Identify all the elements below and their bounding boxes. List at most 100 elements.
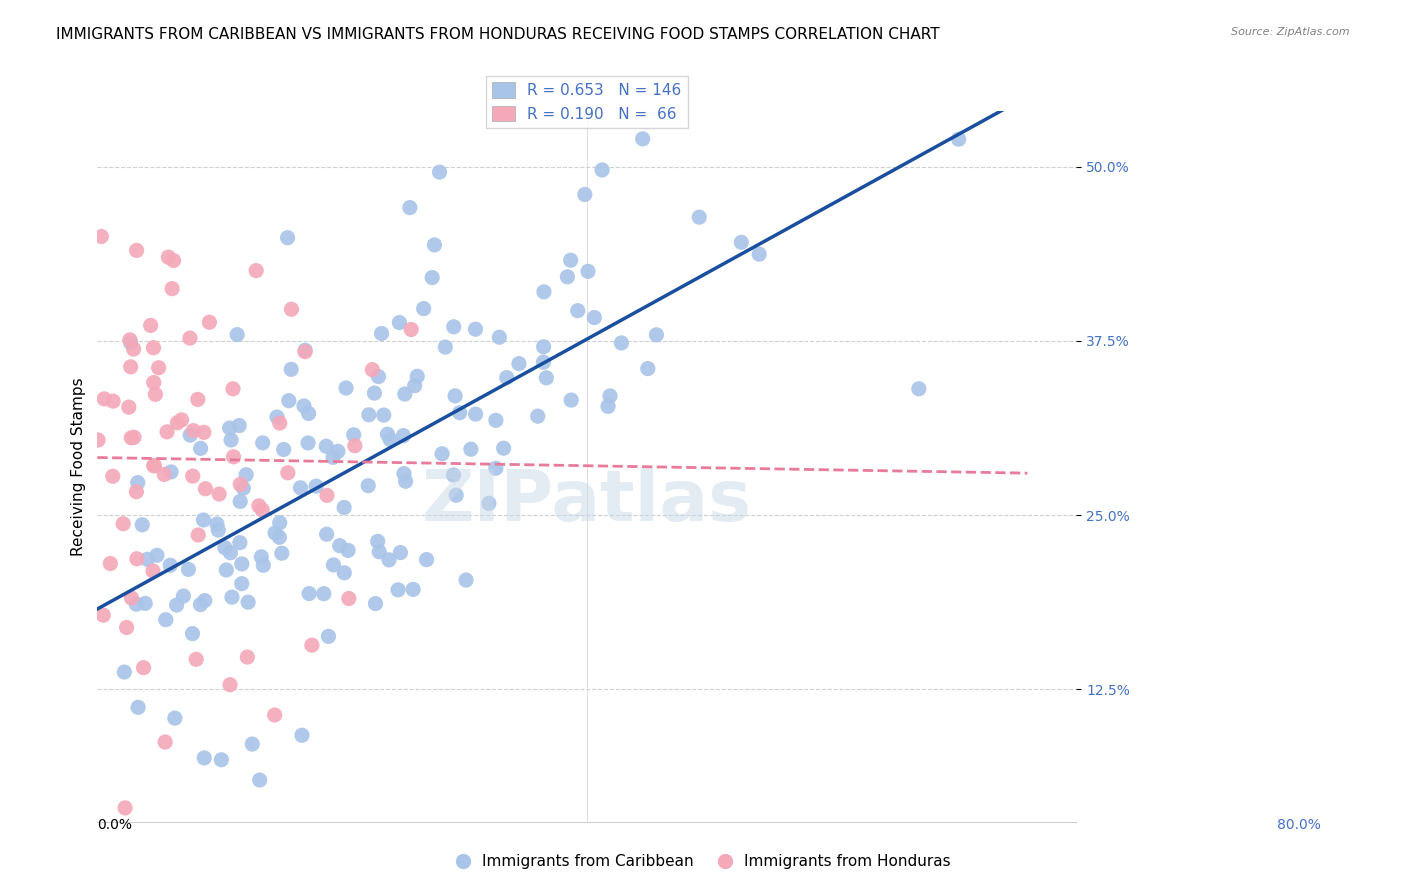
- Point: [219, 433, 242, 447]
- Text: IMMIGRANTS FROM CARIBBEAN VS IMMIGRANTS FROM HONDURAS RECEIVING FOOD STAMPS CORR: IMMIGRANTS FROM CARIBBEAN VS IMMIGRANTS …: [56, 27, 939, 42]
- Point: [218, 421, 240, 435]
- Point: [485, 461, 508, 475]
- Point: [464, 407, 486, 421]
- Point: [277, 466, 299, 480]
- Point: [495, 370, 517, 384]
- Point: [948, 132, 970, 146]
- Point: [394, 387, 416, 401]
- Point: [187, 392, 209, 407]
- Point: [318, 629, 340, 643]
- Point: [198, 315, 221, 329]
- Point: [160, 465, 183, 479]
- Point: [357, 478, 380, 492]
- Point: [232, 481, 254, 495]
- Point: [91, 608, 114, 623]
- Point: [420, 270, 443, 285]
- Point: [269, 416, 291, 430]
- Point: [398, 201, 420, 215]
- Point: [443, 467, 465, 482]
- Point: [378, 553, 401, 567]
- Legend: Immigrants from Caribbean, Immigrants from Honduras: Immigrants from Caribbean, Immigrants fr…: [449, 848, 957, 875]
- Point: [142, 564, 165, 578]
- Point: [219, 546, 242, 560]
- Point: [208, 487, 231, 501]
- Point: [908, 382, 931, 396]
- Point: [387, 582, 409, 597]
- Point: [368, 545, 391, 559]
- Point: [273, 442, 295, 457]
- Point: [112, 665, 135, 679]
- Point: [291, 728, 314, 742]
- Point: [215, 563, 238, 577]
- Point: [193, 513, 215, 527]
- Point: [399, 322, 422, 336]
- Point: [252, 435, 274, 450]
- Point: [583, 310, 606, 325]
- Point: [377, 427, 399, 442]
- Point: [444, 389, 467, 403]
- Point: [229, 477, 252, 491]
- Point: [290, 481, 312, 495]
- Point: [252, 558, 274, 573]
- Point: [122, 342, 145, 356]
- Point: [478, 496, 501, 510]
- Point: [166, 598, 188, 612]
- Point: [231, 576, 253, 591]
- Point: [146, 549, 169, 563]
- Point: [305, 479, 328, 493]
- Point: [322, 450, 344, 465]
- Point: [533, 285, 555, 299]
- Point: [90, 229, 112, 244]
- Text: ZIPatlas: ZIPatlas: [422, 467, 752, 536]
- Point: [214, 541, 236, 555]
- Point: [301, 638, 323, 652]
- Point: [343, 439, 366, 453]
- Point: [367, 534, 389, 549]
- Point: [329, 539, 352, 553]
- Point: [148, 360, 170, 375]
- Text: 0.0%: 0.0%: [97, 818, 132, 832]
- Point: [172, 589, 194, 603]
- Point: [557, 269, 579, 284]
- Point: [236, 650, 259, 665]
- Point: [280, 302, 302, 317]
- Point: [402, 582, 425, 597]
- Point: [229, 535, 252, 549]
- Point: [87, 433, 110, 447]
- Point: [536, 371, 558, 385]
- Point: [162, 253, 184, 268]
- Point: [252, 503, 274, 517]
- Point: [221, 590, 243, 604]
- Point: [264, 526, 287, 541]
- Point: [434, 340, 457, 354]
- Point: [177, 562, 200, 576]
- Point: [645, 327, 668, 342]
- Point: [337, 543, 360, 558]
- Point: [247, 499, 270, 513]
- Point: [155, 613, 177, 627]
- Point: [610, 335, 633, 350]
- Point: [316, 488, 339, 502]
- Point: [361, 362, 384, 376]
- Point: [153, 467, 176, 482]
- Point: [533, 340, 555, 354]
- Point: [443, 319, 465, 334]
- Point: [118, 333, 141, 347]
- Point: [637, 361, 659, 376]
- Point: [430, 447, 453, 461]
- Text: Source: ZipAtlas.com: Source: ZipAtlas.com: [1232, 27, 1350, 37]
- Point: [209, 753, 232, 767]
- Point: [101, 469, 124, 483]
- Point: [236, 595, 259, 609]
- Point: [748, 247, 770, 261]
- Point: [235, 467, 257, 482]
- Point: [160, 282, 183, 296]
- Point: [415, 552, 437, 566]
- Point: [120, 359, 142, 374]
- Point: [229, 494, 252, 508]
- Point: [394, 475, 416, 489]
- Point: [449, 406, 471, 420]
- Point: [153, 735, 176, 749]
- Point: [392, 467, 415, 481]
- Point: [125, 597, 148, 611]
